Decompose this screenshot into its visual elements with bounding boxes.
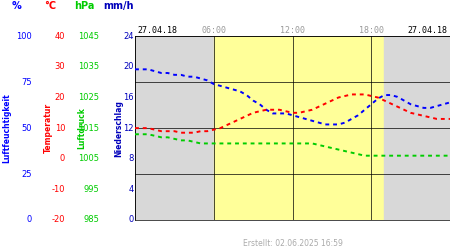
Text: 0: 0	[128, 216, 134, 224]
Text: 1025: 1025	[78, 93, 99, 102]
Bar	[135, 36, 214, 220]
Text: Erstellt: 02.06.2025 16:59: Erstellt: 02.06.2025 16:59	[243, 238, 342, 248]
Text: 1005: 1005	[78, 154, 99, 163]
Text: 0: 0	[26, 216, 32, 224]
Text: 24: 24	[123, 32, 134, 41]
Text: -10: -10	[52, 185, 65, 194]
Text: 16: 16	[123, 93, 134, 102]
Text: 985: 985	[83, 216, 99, 224]
Text: 100: 100	[16, 32, 32, 41]
Text: 27.04.18: 27.04.18	[408, 26, 448, 35]
Text: 06:00: 06:00	[201, 26, 226, 35]
Text: 1035: 1035	[78, 62, 99, 72]
Text: 1015: 1015	[78, 124, 99, 132]
Text: %: %	[12, 1, 22, 11]
Text: 20: 20	[55, 93, 65, 102]
Text: 50: 50	[21, 124, 32, 132]
Bar	[384, 36, 450, 220]
Text: 18:00: 18:00	[359, 26, 384, 35]
Text: hPa: hPa	[74, 1, 94, 11]
Text: mm/h: mm/h	[103, 1, 133, 11]
Text: 4: 4	[128, 185, 134, 194]
Text: Niederschlag: Niederschlag	[114, 100, 123, 156]
Text: 10: 10	[55, 124, 65, 132]
Text: 12: 12	[123, 124, 134, 132]
Text: Temperatur: Temperatur	[44, 103, 53, 153]
Text: 12:00: 12:00	[280, 26, 305, 35]
Text: 995: 995	[83, 185, 99, 194]
Text: Luftdruck: Luftdruck	[77, 107, 86, 149]
Text: 20: 20	[123, 62, 134, 72]
Text: °C: °C	[45, 1, 57, 11]
Text: 25: 25	[21, 170, 32, 178]
Text: 75: 75	[21, 78, 32, 87]
Text: 30: 30	[54, 62, 65, 72]
Text: 0: 0	[60, 154, 65, 163]
Text: -20: -20	[52, 216, 65, 224]
Text: Luftfeuchtigkeit: Luftfeuchtigkeit	[2, 93, 12, 163]
Text: 27.04.18: 27.04.18	[137, 26, 177, 35]
Bar	[214, 36, 384, 220]
Text: 8: 8	[128, 154, 134, 163]
Text: 1045: 1045	[78, 32, 99, 41]
Text: 40: 40	[55, 32, 65, 41]
